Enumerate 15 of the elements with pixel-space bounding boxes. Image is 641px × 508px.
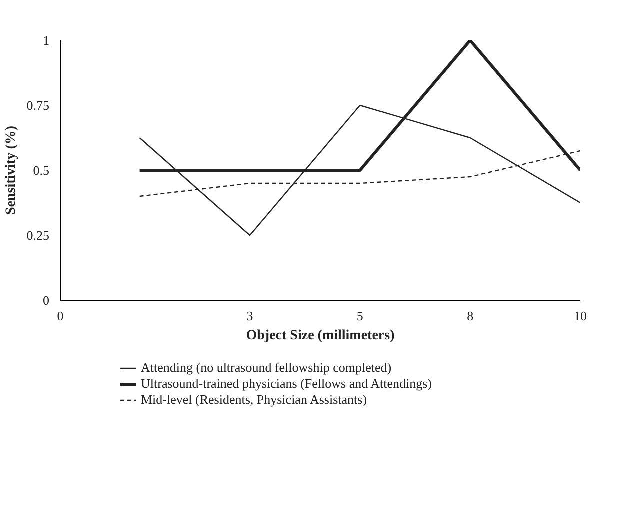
x-tick-label: 8 xyxy=(467,308,474,324)
y-tick-label: 0 xyxy=(43,293,50,308)
y-tick-label: 0.25 xyxy=(26,228,50,243)
legend-label: Mid-level (Residents, Physician Assistants) xyxy=(141,392,368,408)
x-tick-label: 10 xyxy=(574,308,587,324)
text: 0 xyxy=(57,308,64,324)
y-tick-label: 0.5 xyxy=(33,163,50,178)
legend-label: Attending (no ultrasound fellowship completed) xyxy=(141,360,392,376)
y-tick-label: 1 xyxy=(43,33,50,48)
legend-label: Ultrasound-trained physicians (Fellows and Attendings) xyxy=(141,376,432,392)
y-axis-title: Sensitivity (%) xyxy=(4,126,19,216)
y-tick-label: 0.75 xyxy=(26,98,50,113)
x-tick-label: 5 xyxy=(356,308,364,324)
x-tick-label: 3 xyxy=(246,308,254,324)
x-axis-title: Object Size (millimeters) xyxy=(246,328,396,344)
